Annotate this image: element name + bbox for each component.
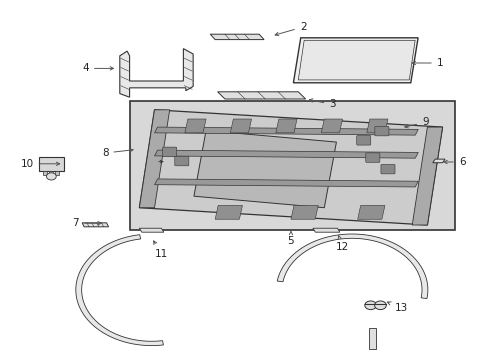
FancyBboxPatch shape	[163, 147, 176, 157]
Bar	[129, 101, 454, 230]
Polygon shape	[184, 119, 205, 133]
Polygon shape	[366, 119, 387, 133]
Text: 1: 1	[411, 58, 443, 68]
Polygon shape	[76, 235, 163, 346]
Text: 10: 10	[20, 159, 60, 169]
Text: 13: 13	[386, 302, 407, 313]
Polygon shape	[275, 119, 296, 133]
Polygon shape	[230, 119, 251, 133]
Polygon shape	[290, 206, 318, 219]
Polygon shape	[277, 234, 427, 298]
Bar	[39, 157, 63, 171]
Text: 11: 11	[153, 241, 168, 259]
Polygon shape	[298, 40, 414, 80]
Polygon shape	[154, 179, 417, 187]
Text: 8: 8	[102, 148, 133, 158]
FancyBboxPatch shape	[174, 156, 188, 166]
Text: 3: 3	[309, 99, 335, 109]
FancyBboxPatch shape	[365, 153, 379, 162]
Polygon shape	[194, 131, 336, 208]
Text: 6: 6	[443, 157, 465, 167]
Bar	[55, 171, 59, 175]
Text: 2: 2	[275, 22, 306, 36]
Polygon shape	[217, 92, 305, 99]
Polygon shape	[139, 228, 163, 232]
Polygon shape	[357, 206, 384, 219]
Polygon shape	[154, 127, 417, 135]
Circle shape	[364, 301, 376, 310]
FancyBboxPatch shape	[356, 136, 370, 145]
Bar	[368, 328, 375, 349]
Polygon shape	[82, 223, 108, 227]
Polygon shape	[321, 119, 342, 133]
Polygon shape	[139, 110, 442, 225]
Text: 7: 7	[72, 218, 101, 228]
Polygon shape	[154, 150, 417, 158]
Circle shape	[46, 173, 56, 180]
Polygon shape	[411, 127, 442, 225]
Circle shape	[374, 301, 386, 310]
Polygon shape	[432, 159, 444, 163]
Polygon shape	[312, 228, 339, 232]
Polygon shape	[120, 49, 193, 97]
Text: 5: 5	[287, 231, 294, 246]
Polygon shape	[293, 38, 417, 83]
Polygon shape	[139, 110, 169, 208]
Text: 12: 12	[335, 236, 348, 252]
Text: 4: 4	[82, 63, 113, 73]
Polygon shape	[215, 206, 242, 219]
FancyBboxPatch shape	[380, 165, 394, 174]
Text: 9: 9	[404, 117, 428, 128]
Polygon shape	[210, 34, 264, 40]
FancyBboxPatch shape	[374, 126, 388, 136]
Bar	[49, 171, 53, 175]
Bar	[43, 171, 47, 175]
